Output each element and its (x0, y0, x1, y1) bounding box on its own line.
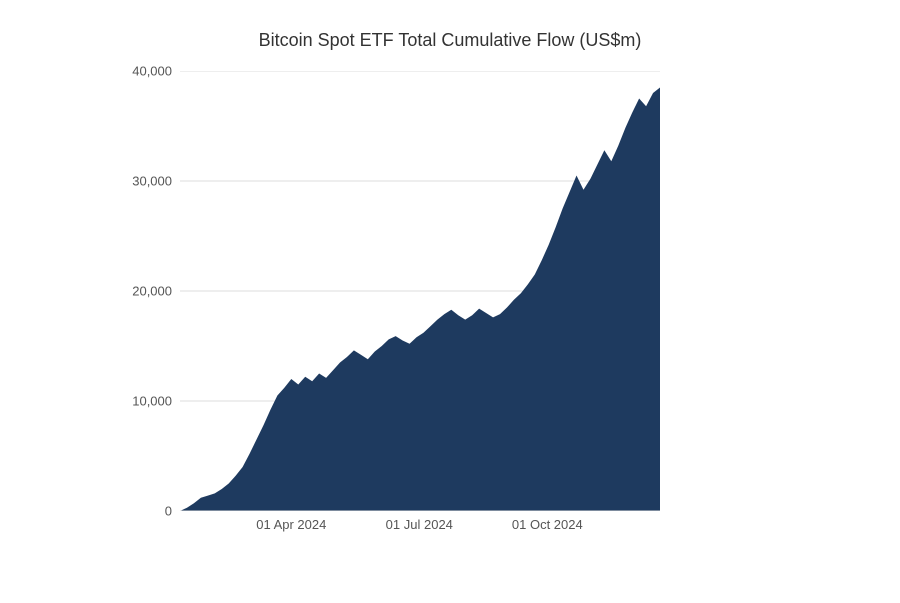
y-tick-label: 0 (165, 504, 172, 519)
area-series (180, 88, 660, 512)
chart-title: Bitcoin Spot ETF Total Cumulative Flow (… (180, 30, 720, 51)
x-tick-label: 01 Oct 2024 (512, 517, 583, 532)
page-root: Bitcoin Spot ETF Total Cumulative Flow (… (0, 0, 900, 603)
x-axis-labels: 01 Apr 2024 01 Jul 2024 01 Oct 2024 (180, 511, 660, 541)
plot-area: 010,00020,00030,00040,000 01 Apr 202401 … (180, 71, 660, 511)
x-tick-label: 01 Apr 2024 (256, 517, 326, 532)
y-tick-label: 20,000 (132, 284, 172, 299)
x-tick-label: 01 Jul 2024 (386, 517, 453, 532)
y-axis-labels: 010,00020,00030,00040,000 (120, 71, 180, 511)
area-chart-svg (180, 71, 660, 511)
y-tick-label: 30,000 (132, 174, 172, 189)
chart-container: Bitcoin Spot ETF Total Cumulative Flow (… (180, 30, 720, 511)
y-tick-label: 40,000 (132, 64, 172, 79)
y-tick-label: 10,000 (132, 394, 172, 409)
